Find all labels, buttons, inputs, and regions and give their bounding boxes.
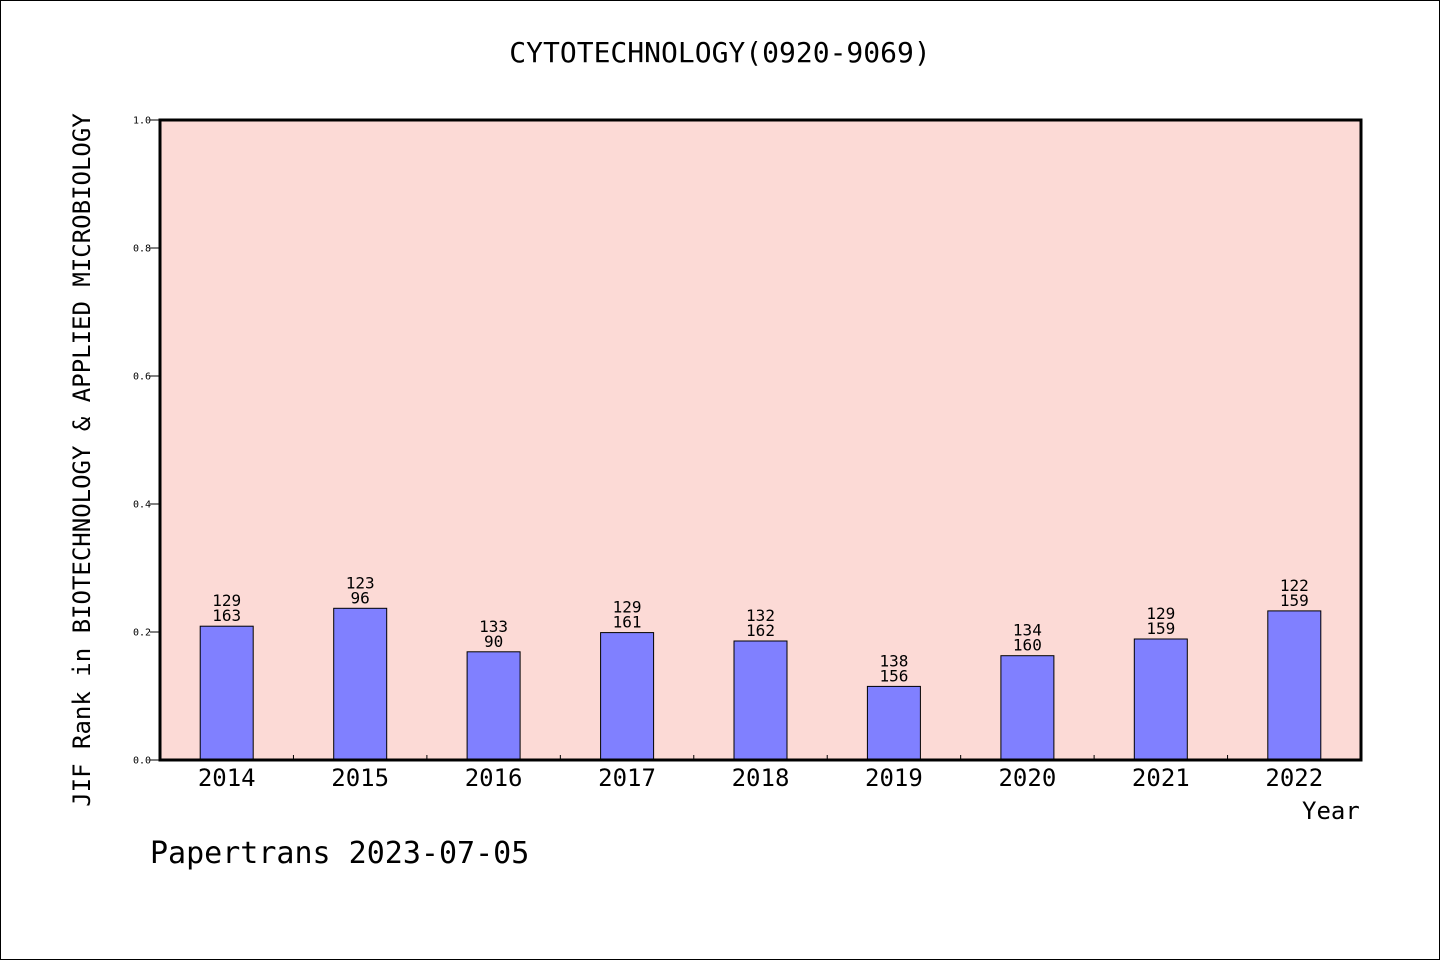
x-tick-label-2016: 2016 <box>465 764 523 792</box>
bar-label-bottom-2022: 159 <box>1280 591 1309 610</box>
bar-2022 <box>1267 610 1322 761</box>
x-tick-label-2017: 2017 <box>598 764 656 792</box>
bar-label-bottom-2014: 163 <box>212 606 241 625</box>
bar-label-bottom-2015: 96 <box>351 588 370 607</box>
bar-label-top-2020: 134 <box>1013 621 1042 640</box>
bar-label-top-2018: 132 <box>746 606 775 625</box>
x-axis-label: Year <box>1302 797 1360 825</box>
y-tick-label: 0.8 <box>133 244 151 255</box>
x-tick-label-2022: 2022 <box>1265 764 1323 792</box>
plot-border <box>158 118 1363 762</box>
bar-2020 <box>1000 655 1055 761</box>
y-tick-label: 0.0 <box>133 756 151 767</box>
x-tick-label-2021: 2021 <box>1132 764 1190 792</box>
bar-2017 <box>600 632 655 761</box>
bar-2019 <box>866 685 921 761</box>
x-tick-label-2020: 2020 <box>998 764 1056 792</box>
bar-2016 <box>466 651 521 761</box>
y-tick-label: 0.4 <box>133 500 151 511</box>
x-tick-label-2014: 2014 <box>198 764 256 792</box>
bar-2015 <box>333 607 388 761</box>
x-tick-label-2018: 2018 <box>732 764 790 792</box>
bar-label-top-2016: 133 <box>479 617 508 636</box>
bar-label-top-2022: 122 <box>1280 576 1309 595</box>
bar-label-bottom-2018: 162 <box>746 621 775 640</box>
bar-2018 <box>733 640 788 761</box>
y-tick-label: 0.2 <box>133 628 151 639</box>
bar-label-bottom-2016: 90 <box>484 632 503 651</box>
chart-title: CYTOTECHNOLOGY(0920-9069) <box>509 36 931 69</box>
footer-note: Papertrans 2023-07-05 <box>150 836 530 871</box>
y-tick-label: 1.0 <box>133 116 151 127</box>
bar-label-bottom-2017: 161 <box>613 613 642 632</box>
bar-label-top-2017: 129 <box>613 598 642 617</box>
bar-label-bottom-2020: 160 <box>1013 636 1042 655</box>
bar-label-top-2015: 123 <box>346 573 375 592</box>
y-tick-label: 0.6 <box>133 372 151 383</box>
x-tick-label-2019: 2019 <box>865 764 923 792</box>
bar-2014 <box>199 625 254 761</box>
bar-label-bottom-2021: 159 <box>1146 619 1175 638</box>
bar-label-top-2014: 129 <box>212 591 241 610</box>
bar-label-top-2021: 129 <box>1146 604 1175 623</box>
bar-2021 <box>1133 638 1188 761</box>
bar-label-bottom-2019: 156 <box>879 666 908 685</box>
bar-label-top-2019: 138 <box>879 651 908 670</box>
x-tick-label-2015: 2015 <box>331 764 389 792</box>
